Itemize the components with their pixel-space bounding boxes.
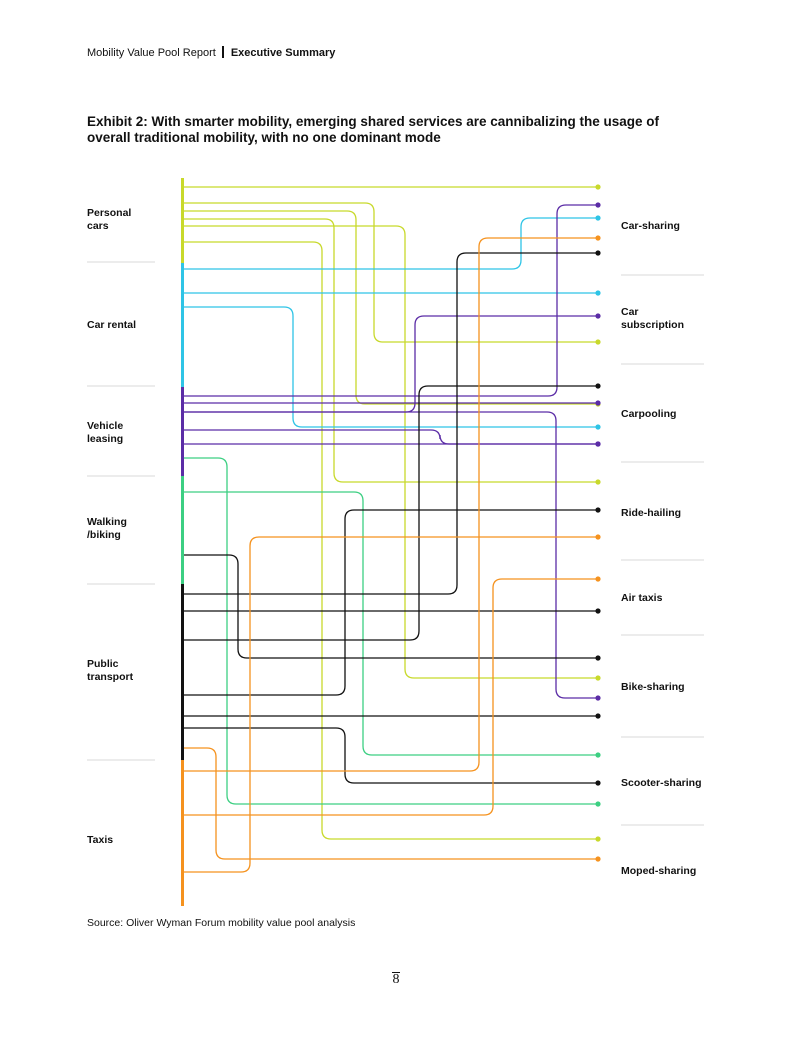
flow-car_rental-to-car_sharing — [183, 217, 598, 270]
target-label-carpooling: Carpooling — [621, 408, 677, 420]
flow-endpoint-dot — [595, 713, 601, 719]
flow-walking_biking-to-scooter_sharing — [183, 491, 598, 756]
flow-endpoint-dot — [595, 752, 601, 758]
flow-endpoint-dot — [595, 534, 601, 540]
flow-endpoint-dot — [595, 383, 601, 389]
flow-endpoint-dot — [595, 780, 601, 786]
flow-walking_biking-to-bike_sharing — [183, 457, 598, 805]
target-label-air_taxis: Air taxis — [621, 592, 663, 604]
flow-endpoint-dot — [595, 507, 601, 513]
flow-endpoint-dot — [595, 675, 601, 681]
section-name: Executive Summary — [230, 47, 336, 59]
flow-endpoint-dot — [595, 856, 601, 862]
flow-endpoint-dot — [595, 836, 601, 842]
flow-public_transport-to-ride_hailing — [183, 385, 598, 641]
flow-taxis-to-ride_hailing — [183, 237, 598, 772]
page-number: 8 — [389, 972, 403, 988]
flow-endpoint-dot — [595, 313, 601, 319]
source-label-car_rental: Car rental — [87, 319, 137, 331]
flow-taxis-to-air_taxis — [183, 536, 598, 873]
flow-personal_cars-to-moped_sharing — [183, 241, 598, 840]
source-bar-car_rental — [181, 263, 184, 387]
flow-endpoint-dot — [595, 290, 601, 296]
flow-endpoint-dot — [595, 184, 601, 190]
flow-car_rental-to-carpooling — [183, 306, 598, 428]
report-name: Mobility Value Pool Report — [87, 47, 216, 59]
page-number-bar — [392, 972, 400, 973]
target-label-car_subscription: Car subscription — [621, 306, 685, 331]
flow-vehicle_leasing-to-car_sharing — [183, 204, 598, 397]
flow-endpoint-dot — [595, 339, 601, 345]
flow-public_transport-to-carpooling — [183, 252, 598, 595]
flow-endpoint-dot — [595, 608, 601, 614]
source-bar-vehicle_leasing — [181, 387, 184, 476]
flow-personal_cars-to-bike_sharing — [183, 225, 598, 679]
target-label-scooter_sharing: Scooter-sharing — [621, 777, 702, 789]
flow-vehicle_leasing-to-car_subscription — [183, 315, 598, 413]
flow-taxis-to-car_sharing — [183, 747, 598, 860]
flow-endpoint-dot — [595, 250, 601, 256]
source-label-walking_biking: Walking /biking — [87, 516, 127, 541]
flow-vehicle_leasing-to-scooter_sharing — [183, 429, 598, 445]
source-bar-walking_biking — [181, 476, 184, 584]
flow-endpoint-dot — [595, 655, 601, 661]
page-number-text: 8 — [392, 972, 400, 987]
source-label-vehicle_leasing: Vehicle leasing — [87, 420, 124, 445]
flow-personal_cars-to-ride_hailing — [183, 218, 598, 483]
target-label-bike_sharing: Bike-sharing — [621, 681, 685, 693]
target-label-car_sharing: Car-sharing — [621, 220, 680, 232]
flow-taxis-to-moped_sharing — [183, 578, 598, 816]
exhibit-title: Exhibit 2: With smarter mobility, emergi… — [87, 114, 660, 145]
source-label-personal_cars: Personal cars — [87, 207, 132, 232]
flow-endpoint-dot — [595, 400, 601, 406]
flow-endpoint-dot — [595, 479, 601, 485]
flow-endpoint-dot — [595, 202, 601, 208]
flow-endpoint-dot — [595, 695, 601, 701]
header-separator — [221, 46, 224, 58]
flow-endpoint-dot — [595, 424, 601, 430]
source-label-public_transport: Public transport — [87, 658, 134, 683]
source-note: Source: Oliver Wyman Forum mobility valu… — [87, 917, 356, 929]
flow-endpoint-dot — [595, 801, 601, 807]
flow-vehicle_leasing-to-bike_sharing — [183, 411, 598, 699]
flow-personal_cars-to-car_subscription — [183, 202, 598, 343]
source-bar-public_transport — [181, 584, 184, 760]
target-label-ride_hailing: Ride-hailing — [621, 507, 682, 519]
target-label-moped_sharing: Moped-sharing — [621, 865, 697, 877]
source-bar-taxis — [181, 760, 184, 906]
flow-public_transport-to-air_taxis — [183, 509, 598, 696]
flow-endpoint-dot — [595, 576, 601, 582]
flow-public_transport-to-car_sharing — [183, 554, 598, 659]
flow-public_transport-to-moped_sharing — [183, 727, 598, 784]
source-bar-personal_cars — [181, 178, 184, 263]
flow-endpoint-dot — [595, 441, 601, 447]
source-label-taxis: Taxis — [87, 834, 114, 846]
flow-endpoint-dot — [595, 215, 601, 221]
flow-endpoint-dot — [595, 235, 601, 241]
page-header: Mobility Value Pool Report Executive Summ… — [87, 46, 335, 59]
